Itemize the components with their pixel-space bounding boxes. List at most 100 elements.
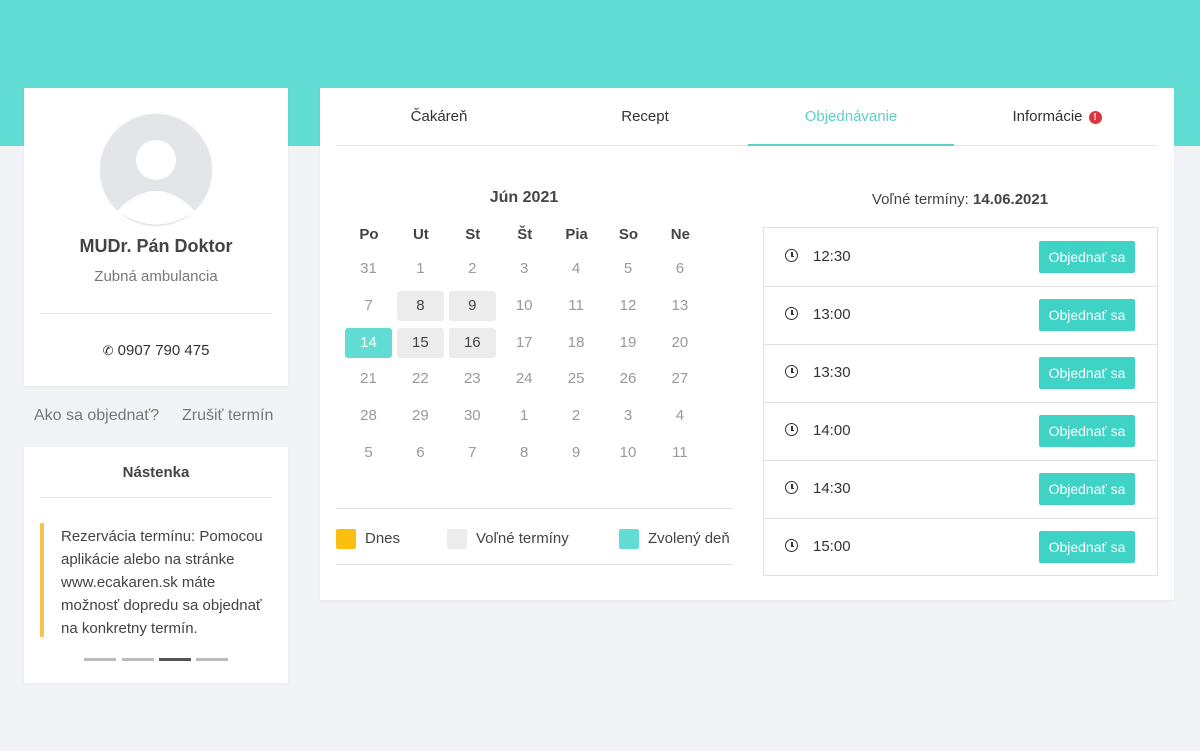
slot-divider bbox=[764, 344, 1157, 345]
calendar-day[interactable]: 1 bbox=[520, 407, 529, 425]
calendar-day[interactable]: 20 bbox=[671, 333, 689, 351]
book-button[interactable]: Objednať sa bbox=[1039, 299, 1135, 331]
clock-icon bbox=[785, 539, 798, 552]
month: Jún 2021 bbox=[489, 189, 559, 206]
calendar-day[interactable]: 3 bbox=[520, 260, 529, 277]
tab-divider bbox=[336, 145, 1158, 146]
calendar-day[interactable]: 31 bbox=[360, 260, 377, 277]
book-button[interactable]: Objednať sa bbox=[1039, 241, 1135, 273]
board-title: Nástenka bbox=[122, 464, 190, 481]
weekday: Po bbox=[359, 226, 379, 243]
weekday: Pia bbox=[565, 226, 588, 243]
calendar-day[interactable]: 3 bbox=[623, 407, 633, 425]
book-button[interactable]: Objednať sa bbox=[1039, 473, 1135, 505]
weekday: Ut bbox=[412, 226, 429, 243]
calendar-day[interactable]: 2 bbox=[571, 407, 581, 425]
slot-divider bbox=[764, 402, 1157, 403]
weekday: St bbox=[465, 226, 481, 243]
divider bbox=[336, 564, 732, 565]
board-text: Rezervácia termínu: Pomocou aplikácie al… bbox=[61, 528, 263, 637]
slot-list bbox=[763, 227, 1158, 576]
slot-time: 12:30 bbox=[813, 248, 851, 265]
calendar-day[interactable]: 29 bbox=[412, 407, 429, 425]
divider bbox=[336, 508, 732, 509]
slots-heading: Voľné termíny: 14.06.2021 bbox=[872, 191, 1048, 208]
calendar-day[interactable]: 9 bbox=[448, 290, 496, 321]
calendar-day[interactable]: 12 bbox=[619, 296, 637, 314]
link[interactable]: Ako sa objednať? bbox=[34, 407, 160, 424]
legend-swatch bbox=[619, 529, 639, 549]
calendar-day[interactable]: 30 bbox=[463, 407, 481, 425]
slot-divider bbox=[764, 518, 1157, 519]
calendar-day[interactable]: 8 bbox=[396, 290, 444, 321]
calendar-day[interactable]: 7 bbox=[364, 296, 373, 314]
calendar-day[interactable]: 5 bbox=[623, 260, 633, 277]
calendar-day[interactable]: 10 bbox=[619, 444, 637, 461]
calendar-day[interactable]: 11 bbox=[672, 444, 688, 461]
calendar-day[interactable]: 18 bbox=[567, 333, 585, 351]
calendar-day[interactable]: 23 bbox=[463, 370, 481, 388]
tab[interactable]: Recept bbox=[542, 88, 748, 145]
legend-label: Zvolený deň bbox=[648, 530, 730, 547]
calendar-day[interactable]: 6 bbox=[675, 260, 685, 277]
calendar-day[interactable]: 4 bbox=[571, 260, 581, 277]
calendar-day[interactable]: 22 bbox=[412, 370, 429, 388]
calendar-day[interactable]: 11 bbox=[568, 296, 584, 314]
slot-divider bbox=[764, 460, 1157, 461]
specialty: Zubná ambulancia bbox=[94, 268, 218, 285]
calendar-day[interactable]: 2 bbox=[468, 260, 477, 277]
board-card: Nástenka Rezervácia termínu: Pomocou apl… bbox=[24, 447, 288, 683]
clock-icon bbox=[785, 307, 798, 320]
profile-card: MUDr. Pán Doktor Zubná ambulancia ✆ 0907… bbox=[24, 88, 288, 386]
calendar-day[interactable]: 21 bbox=[360, 370, 377, 388]
calendar-day[interactable]: 15 bbox=[396, 327, 444, 358]
calendar-day[interactable]: 17 bbox=[515, 333, 533, 351]
calendar-day[interactable]: 10 bbox=[515, 296, 533, 314]
divider bbox=[40, 313, 272, 314]
calendar-day[interactable]: 16 bbox=[448, 327, 496, 358]
calendar-day[interactable]: 7 bbox=[468, 444, 477, 461]
calendar-day[interactable]: 13 bbox=[671, 296, 689, 314]
tab-label[interactable]: Recept bbox=[621, 108, 669, 125]
clock-icon bbox=[785, 249, 798, 262]
link[interactable]: Zrušiť termín bbox=[182, 407, 274, 424]
slot-time: 14:30 bbox=[813, 480, 851, 497]
calendar-day[interactable]: 19 bbox=[619, 333, 637, 351]
avatar bbox=[99, 113, 213, 227]
book-button[interactable]: Objednať sa bbox=[1039, 531, 1135, 563]
tab[interactable]: Informácie! bbox=[954, 88, 1160, 145]
calendar-day[interactable]: 28 bbox=[360, 407, 377, 425]
tab-label[interactable]: Informácie bbox=[1012, 108, 1083, 125]
clock-icon bbox=[785, 365, 798, 378]
carousel-dots[interactable] bbox=[84, 658, 230, 662]
calendar-day[interactable]: 26 bbox=[619, 370, 637, 388]
legend-swatch bbox=[336, 529, 356, 549]
calendar-day[interactable]: 5 bbox=[364, 444, 373, 461]
slot-time: 13:30 bbox=[813, 364, 851, 381]
calendar-day[interactable]: 9 bbox=[571, 444, 581, 461]
calendar-day[interactable]: 25 bbox=[567, 370, 585, 388]
tab[interactable]: Objednávanie bbox=[748, 88, 954, 146]
calendar-day[interactable]: 8 bbox=[520, 444, 529, 461]
divider bbox=[40, 497, 272, 498]
calendar-day[interactable]: 24 bbox=[515, 370, 533, 388]
calendar-day[interactable]: 27 bbox=[671, 370, 689, 388]
book-button[interactable]: Objednať sa bbox=[1039, 357, 1135, 389]
calendar-day[interactable]: 6 bbox=[416, 444, 425, 461]
calendar-day[interactable]: 4 bbox=[675, 407, 685, 425]
calendar-day[interactable]: 14 bbox=[345, 327, 392, 358]
alert-badge: ! bbox=[1088, 111, 1102, 124]
slot-time: 15:00 bbox=[813, 538, 851, 555]
book-button[interactable]: Objednať sa bbox=[1039, 415, 1135, 447]
tab-label[interactable]: Čakáreň bbox=[410, 108, 468, 125]
tab-label[interactable]: Objednávanie bbox=[804, 108, 898, 125]
calendar-day[interactable]: 1 bbox=[416, 260, 425, 277]
clock-icon bbox=[785, 481, 798, 494]
slot-divider bbox=[764, 286, 1157, 287]
legend-swatch bbox=[447, 529, 467, 549]
slots-date: 14.06.2021 bbox=[973, 191, 1049, 208]
weekday: Ne bbox=[670, 226, 690, 243]
weekday: So bbox=[618, 226, 639, 243]
tab[interactable]: Čakáreň bbox=[336, 88, 542, 145]
